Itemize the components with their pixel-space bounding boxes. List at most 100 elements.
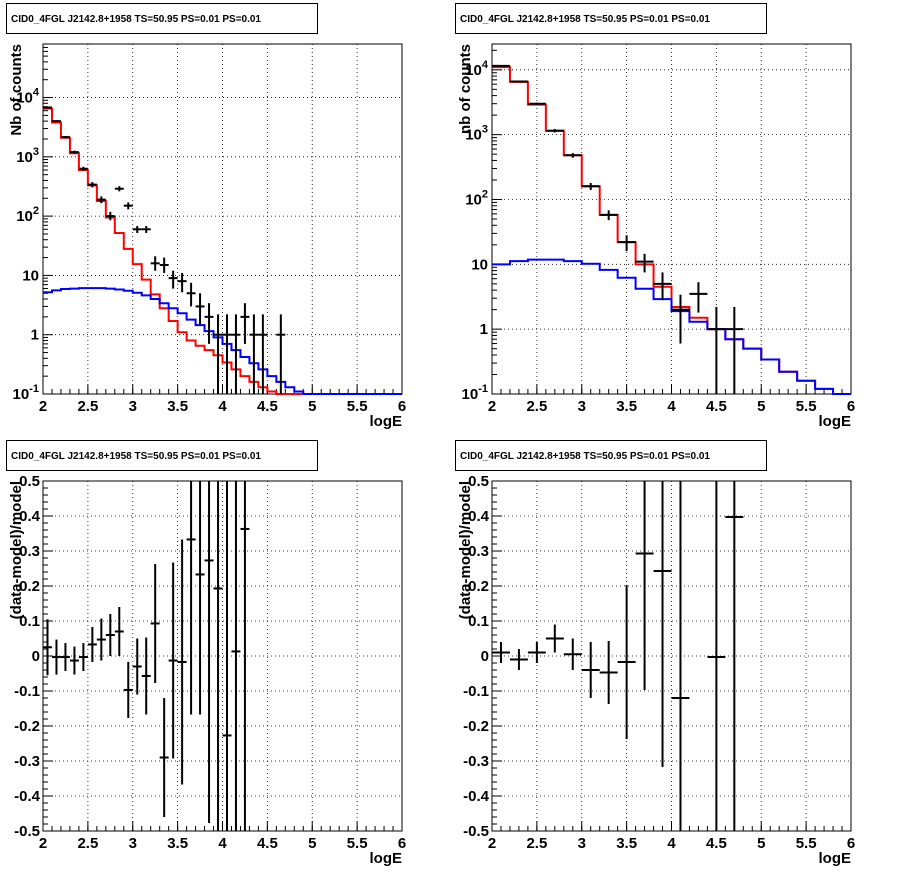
data-point [43,619,52,676]
y-tick-label: 0.2 [468,578,489,595]
x-tick-label: 3.5 [616,398,637,415]
data-point [177,272,187,293]
y-tick-label: -0.5 [463,823,489,840]
x-tick-label: 4.5 [257,835,278,852]
y-tick-label: 0 [32,648,40,665]
x-tick-label: 2.5 [77,835,98,852]
data-point [132,226,142,233]
data-point [60,643,70,672]
data-point [150,256,160,271]
data-point [195,481,205,715]
y-tick-label: -0.1 [14,683,40,700]
y-tick-label: 1 [31,327,39,344]
y-tick-label: -0.2 [463,718,489,735]
data-point [132,638,142,695]
data-point [231,314,241,394]
data-point [204,481,214,823]
y-tick-label: 0.3 [19,543,40,560]
chart-panel-bottom-right: 2 2.5 3 3.5 4 4.5 5 5.5 6 -0.5 -0.4 -0.3 -0.2 -0.1 0 0.… [449,437,898,874]
x-tick-label: 4 [218,398,227,415]
data-point [527,102,546,105]
data-point [563,638,582,670]
data-point [222,481,232,831]
y-axis-label: nb of counts [457,44,474,134]
plot-frame [42,480,403,832]
x-tick-label: 2 [39,398,47,415]
data-point [509,80,528,83]
chart-svg: 2 2.5 3 3.5 4 4.5 5 5.5 610-1110102103104logEnb … [457,43,855,430]
y-tick-label: 0.5 [468,473,489,490]
data-point [123,661,133,718]
data-point [141,226,151,233]
data-point [617,584,636,739]
data-point [249,314,259,394]
x-tick-label: 6 [398,835,406,852]
data-point [150,563,160,683]
data-point [671,294,690,344]
data-point [707,306,726,394]
data-point [96,196,106,204]
y-tick-label: 10-1 [462,383,488,403]
x-tick-label: 3.5 [616,835,637,852]
x-tick-label: 2.5 [526,835,547,852]
chart-svg: 2 2.5 3 3.5 4 4.5 5 5.5 6 -0.5 -0.4 -0.3 -0.2 -0.1 0 0.… [457,473,855,867]
chart-svg: 2 2.5 3 3.5 4 4.5 5 5.5 610-1110102103104logENb … [8,43,406,430]
data-point [617,235,636,252]
y-tick-label: 0.1 [19,613,40,630]
x-tick-label: 2 [488,398,496,415]
data-point [159,698,169,817]
y-tick-label: -0.3 [14,753,40,770]
data-point [276,314,286,394]
data-point [141,637,151,715]
y-tick-label: -0.1 [463,683,489,700]
data-point [509,649,528,670]
data-point [105,614,115,656]
data-point [87,182,97,188]
x-tick-label: 2.5 [526,398,547,415]
data-point [581,182,600,191]
data-point [78,166,88,171]
chart-title: CID0_4FGL J2142.8+1958 TS=50.95 PS=0.01 … [6,3,318,34]
data-point [60,135,70,139]
y-tick-label: 10 [471,256,488,273]
data-point [599,640,618,704]
x-tick-label: 6 [847,835,855,852]
y-tick-label: 103 [16,146,39,166]
plot-frame [491,43,852,395]
model-series-line [43,287,402,395]
chart-title: CID0_4FGL J2142.8+1958 TS=50.95 PS=0.01 … [6,440,318,471]
y-tick-label: 0.4 [19,508,41,525]
data-point [599,210,618,221]
y-axis-label: (data-model)/model [457,481,474,619]
x-tick-label: 5.5 [796,835,817,852]
x-tick-label: 3 [129,835,137,852]
x-tick-label: 4.5 [257,398,278,415]
x-tick-label: 2.5 [77,398,98,415]
chart-title: CID0_4FGL J2142.8+1958 TS=50.95 PS=0.01 … [455,440,767,471]
data-point [689,282,708,313]
y-tick-label: 1 [480,321,488,338]
x-tick-label: 6 [847,398,855,415]
data-point [168,270,178,289]
data-point [51,639,61,675]
data-point [492,64,510,67]
data-point [186,481,196,715]
data-point [51,120,61,123]
x-axis-label: logE [819,413,852,430]
data-point [653,272,672,301]
chart-panel-top-left: 2 2.5 3 3.5 4 4.5 5 5.5 6 10-1 1 10 102 103 104 logE Nb … [0,0,449,437]
data-point [114,607,124,656]
data-point [213,314,223,394]
x-tick-label: 5 [308,835,316,852]
data-point [240,481,250,831]
chart-panel-bottom-left: 2 2.5 3 3.5 4 4.5 5 5.5 6 -0.5 -0.4 -0.3 -0.2 -0.1 0 0.… [0,437,449,874]
data-point [96,618,106,661]
x-tick-label: 5 [757,835,765,852]
data-point [186,282,196,307]
data-point [527,642,546,663]
data-point [78,643,88,672]
data-point [671,481,690,831]
data-point [725,306,744,394]
data-point [195,293,205,325]
x-tick-label: 4 [667,835,676,852]
